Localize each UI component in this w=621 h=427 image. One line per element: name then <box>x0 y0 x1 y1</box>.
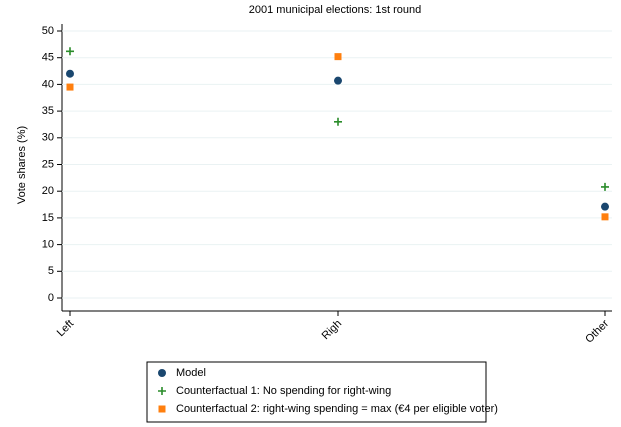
point <box>66 47 74 56</box>
y-tick-label: 45 <box>42 52 54 64</box>
legend-box <box>146 361 487 423</box>
legend-marker <box>158 405 166 413</box>
y-tick-label: 5 <box>48 265 54 277</box>
y-tick-label: 20 <box>42 185 54 197</box>
point <box>334 53 342 61</box>
legend-marker <box>158 369 166 377</box>
legend-label: Model <box>176 367 206 379</box>
y-tick-label: 35 <box>42 105 54 117</box>
y-tick-label: 0 <box>48 292 54 304</box>
point <box>601 202 609 211</box>
y-axis-label: Vote shares (%) <box>16 126 28 204</box>
point <box>66 83 74 91</box>
point <box>601 213 609 221</box>
legend-marker <box>158 387 166 395</box>
y-tick-label: 30 <box>42 132 54 144</box>
point <box>334 76 342 85</box>
point <box>66 69 74 78</box>
chart-title: 2001 municipal elections: 1st round <box>249 4 421 16</box>
y-tick-label: 15 <box>42 212 54 224</box>
y-tick-label: 10 <box>42 239 54 251</box>
point <box>334 117 342 126</box>
y-tick-label: 50 <box>42 25 54 37</box>
y-tick-label: 25 <box>42 158 54 170</box>
legend-label: Counterfactual 2: right-wing spending = … <box>176 403 498 415</box>
legend-label: Counterfactual 1: No spending for right-… <box>176 385 391 397</box>
y-tick-label: 40 <box>42 78 54 90</box>
point <box>601 182 609 191</box>
